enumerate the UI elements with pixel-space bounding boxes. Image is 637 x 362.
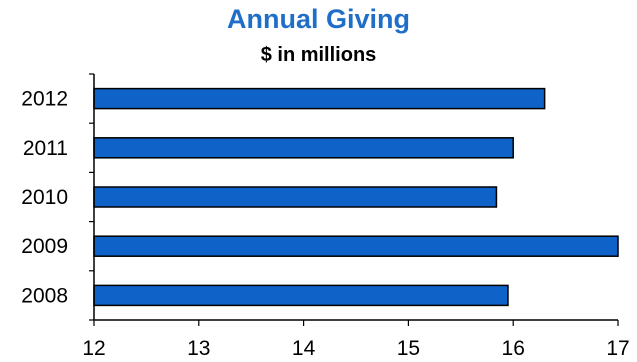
x-tick-label-14: 14 xyxy=(292,337,316,360)
chart-title: Annual Giving xyxy=(226,4,410,34)
bar-2012 xyxy=(93,87,546,110)
bar-2008 xyxy=(93,284,509,307)
category-label-2008: 2008 xyxy=(21,284,68,307)
bar-2009 xyxy=(93,235,619,257)
x-tick-label-15: 15 xyxy=(397,337,420,360)
x-tick-label-13: 13 xyxy=(187,337,210,360)
bar-2010 xyxy=(93,186,498,208)
chart-subtitle: $ in millions xyxy=(260,44,377,66)
category-label-2009: 2009 xyxy=(21,235,68,258)
x-tick-label-17: 17 xyxy=(606,337,629,360)
x-tick-label-12: 12 xyxy=(82,337,105,360)
bar-2011 xyxy=(93,137,514,159)
category-label-2010: 2010 xyxy=(21,186,68,209)
category-label-2011: 2011 xyxy=(23,137,68,160)
x-tick-label-16: 16 xyxy=(502,337,525,360)
category-label-2012: 2012 xyxy=(21,88,68,111)
